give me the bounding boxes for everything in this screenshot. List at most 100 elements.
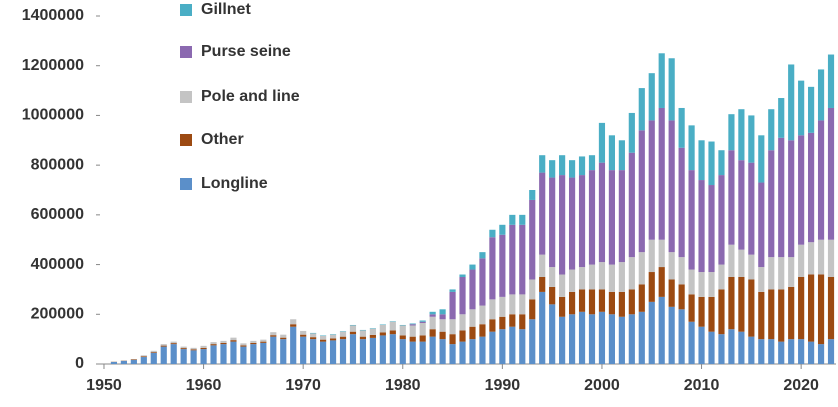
bar-segment [420,321,426,322]
bar-segment [340,337,346,339]
bar-segment [469,309,475,326]
bar-segment [788,257,794,287]
bar-segment [619,140,625,170]
bar-segment [410,325,416,336]
x-tick-label: 1960 [186,377,222,394]
bar-segment [728,114,734,150]
legend-label: Purse seine [201,43,291,60]
bar-segment [649,272,655,302]
bar-segment [768,150,774,257]
bar-segment [828,108,834,240]
bar-segment [698,272,704,297]
bar-segment [539,173,545,255]
bar-segment [708,142,714,186]
bar-segment [250,341,256,343]
bar-segment [509,327,515,364]
bar-segment [519,314,525,329]
bar-segment [788,64,794,140]
bar-segment [569,160,575,177]
bar-segment [440,319,446,331]
bar-segment [599,163,605,262]
bar-segment [828,277,834,339]
bar-segment [619,317,625,364]
bar-segment [499,317,505,329]
bar-segment [151,351,157,352]
bar-segment [290,319,296,324]
bar-segment [579,289,585,311]
bar-segment [400,335,406,339]
bar-segment [778,257,784,289]
bar-segment [390,334,396,364]
bar-segment [748,337,754,364]
bar-segment [798,135,804,244]
bar-segment [818,240,824,275]
bar-segment [758,292,764,339]
bar-segment [609,170,615,264]
bar-segment [230,338,236,340]
bar-segment [300,337,306,364]
bar-segment [549,160,555,177]
bar-segment [569,178,575,270]
bar-segment [828,240,834,277]
bar-segment [679,108,685,148]
bar-segment [171,342,177,343]
bar-segment [818,275,824,345]
bar-segment [290,327,296,364]
bar-segment [579,267,585,289]
bar-segment [669,307,675,364]
bar-segment [569,292,575,314]
y-tick-label: 400000 [31,256,84,273]
bar-segment [449,319,455,334]
bar-segment [479,337,485,364]
bar-segment [181,347,187,348]
bar-segment [669,58,675,120]
bar-segment [240,347,246,364]
bar-segment [788,140,794,257]
bar-segment [738,109,744,160]
bar-segment [718,334,724,364]
bar-segment [599,312,605,364]
bar-segment [808,242,814,274]
bar-segment [121,361,127,364]
bar-segment [689,294,695,321]
bar-segment [151,353,157,364]
bar-segment [708,332,714,364]
bar-segment [240,343,246,345]
bar-segment [210,344,216,345]
bar-segment [818,344,824,364]
bar-segment [151,352,157,353]
bar-segment [479,252,485,258]
bar-segment [619,292,625,317]
bar-segment [798,81,804,136]
bar-segment [718,265,724,290]
bar-segment [828,339,834,364]
bar-segment [649,73,655,120]
bar-segment [698,327,704,364]
bar-segment [360,330,366,336]
bar-segment [798,245,804,277]
bar-segment [798,339,804,364]
bar-segment [579,175,585,267]
bar-segment [420,335,426,341]
bar-segment [798,277,804,339]
bar-segment [191,348,197,349]
bar-segment [768,339,774,364]
bar-segment [609,314,615,364]
legend-swatch [180,91,192,103]
bar-segment [320,342,326,364]
bar-segment [689,125,695,170]
bar-segment [330,338,336,340]
bar-segment [818,120,824,239]
bar-segment [220,341,226,343]
bar-segment [191,349,197,350]
bar-segment [410,342,416,364]
bar-segment [738,277,744,332]
bar-segment [539,277,545,292]
bar-segment [778,138,784,257]
bar-segment [280,338,286,339]
bar-segment [260,343,266,364]
bar-segment [449,344,455,364]
bar-segment [649,120,655,239]
bar-segment [430,317,436,329]
